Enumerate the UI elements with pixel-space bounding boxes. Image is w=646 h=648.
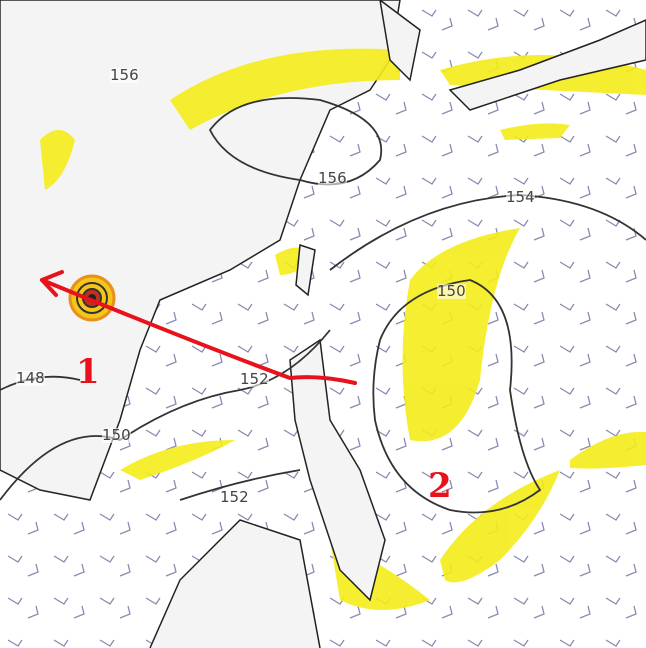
contour-label: 150 [437,282,466,300]
marker-1: 1 [76,352,100,392]
taiwan [295,243,316,297]
track-arrow [40,270,357,385]
contour-label: 152 [220,488,249,506]
contour-label: 156 [110,66,139,84]
contour-label: 150 [102,426,131,444]
contour-label: 148 [16,369,45,387]
korea-japan [379,0,646,111]
contour-label: 152 [240,370,269,388]
contour-label: 156 [318,169,347,187]
jet-streak-shading [40,48,646,610]
marker-2: 2 [428,466,452,506]
contour-label: 154 [506,188,535,206]
borneo-coast [149,519,321,648]
typhoon-symbol [68,274,116,322]
